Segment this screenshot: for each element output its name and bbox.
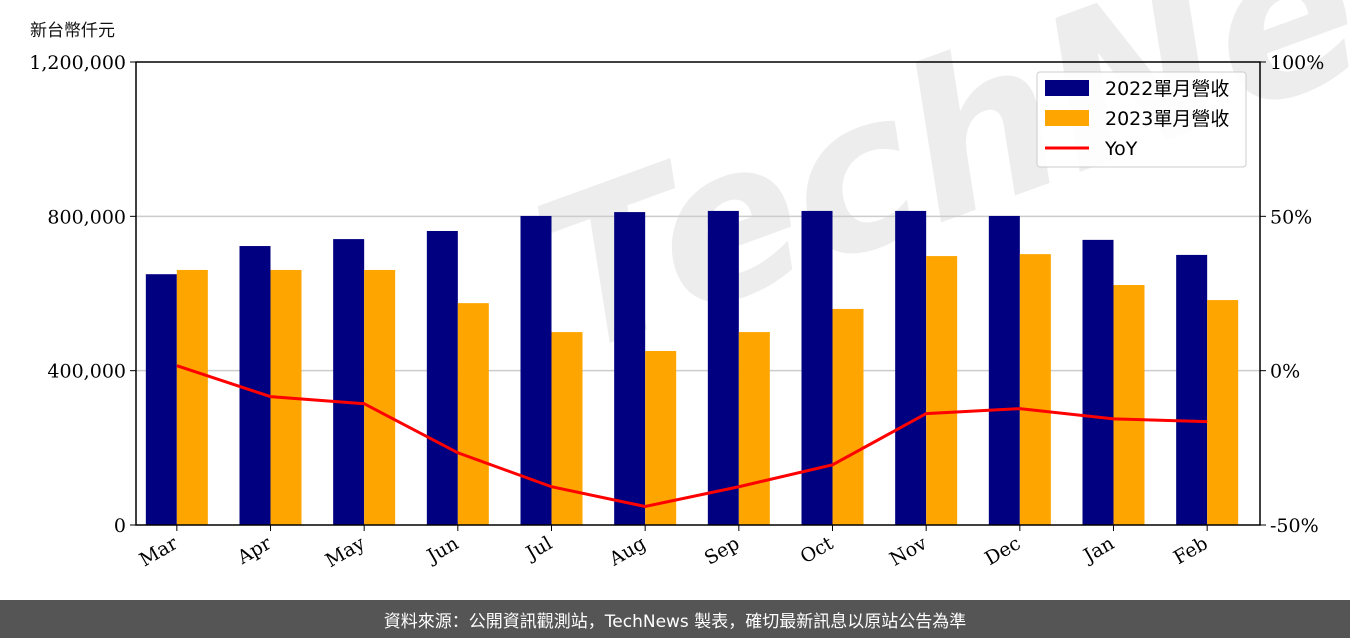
y-tick-label: 0 [114,515,126,537]
y2-tick-label: 0% [1270,361,1300,383]
x-tick-label: Jan [1078,532,1118,568]
legend-label: 2023單月營收 [1105,108,1229,130]
y2-tick-label: 100% [1270,52,1324,74]
x-tick-label: Feb [1170,532,1212,569]
x-tick-label: Aug [605,532,650,571]
legend-label: YoY [1104,138,1138,160]
bar-2022單月營收-Feb [1176,254,1208,525]
bar-2023單月營收-Sep [738,332,770,525]
bar-2023單月營收-Jul [551,332,583,525]
bar-2022單月營收-Oct [801,210,833,525]
x-tick-label: Mar [136,532,182,571]
x-tick-label: Oct [797,532,838,568]
yoy-line [176,364,1208,509]
bar-2022單月營收-Apr [239,246,271,526]
bar-2022單月營收-Dec [988,215,1020,525]
bar-2022單月營收-Jun [426,230,458,525]
y2-tick-label: 50% [1270,206,1312,228]
legend-swatch [1045,80,1089,96]
bar-2023單月營收-Jan [1113,285,1145,525]
x-tick-label: Nov [886,532,931,571]
plot-frame [135,61,1261,526]
x-tick-label: Sep [701,532,744,569]
bar-2022單月營收-Nov [895,210,927,525]
legend-swatch [1045,110,1089,126]
bar-2023單月營收-Aug [645,350,677,525]
source-footer: 資料來源：公開資訊觀測站，TechNews 製表，確切最新訊息以原站公告為準 [0,600,1350,638]
bar-2022單月營收-Jan [1082,239,1114,525]
bar-2022單月營收-May [333,239,365,525]
x-tick-label: May [322,532,369,572]
bar-2022單月營收-Sep [707,210,739,525]
bar-2023單月營收-Nov [926,256,958,525]
bar-2022單月營收-Aug [614,212,646,525]
bar-2022單月營收-Mar [145,274,177,525]
bar-2023單月營收-Feb [1207,300,1239,525]
y-tick-label: 800,000 [47,206,126,228]
x-tick-label: Dec [981,532,1024,570]
x-tick-label: Jun [422,532,463,568]
bar-2023單月營收-Dec [1019,254,1051,525]
bar-2023單月營收-Oct [832,308,864,525]
y-tick-label: 400,000 [47,361,126,383]
y-axis-unit-label: 新台幣仟元 [30,21,115,41]
legend-box [1036,71,1247,168]
y-tick-label: 1,200,000 [29,52,126,74]
x-tick-label: Apr [233,532,276,569]
revenue-chart: TechNews0400,000800,0001,200,000-50%0%50… [29,0,1350,572]
x-tick-label: Jul [521,532,556,565]
legend: 2022單月營收 2023單月營收 YoY [1036,71,1247,168]
bar-2023單月營收-May [364,269,396,525]
bar-2022單月營收-Jul [520,215,552,525]
bar-2023單月營收-Jun [457,303,489,525]
legend-label: 2022單月營收 [1105,78,1229,100]
bar-2023單月營收-Mar [176,269,208,525]
y2-tick-label: -50% [1270,515,1319,537]
